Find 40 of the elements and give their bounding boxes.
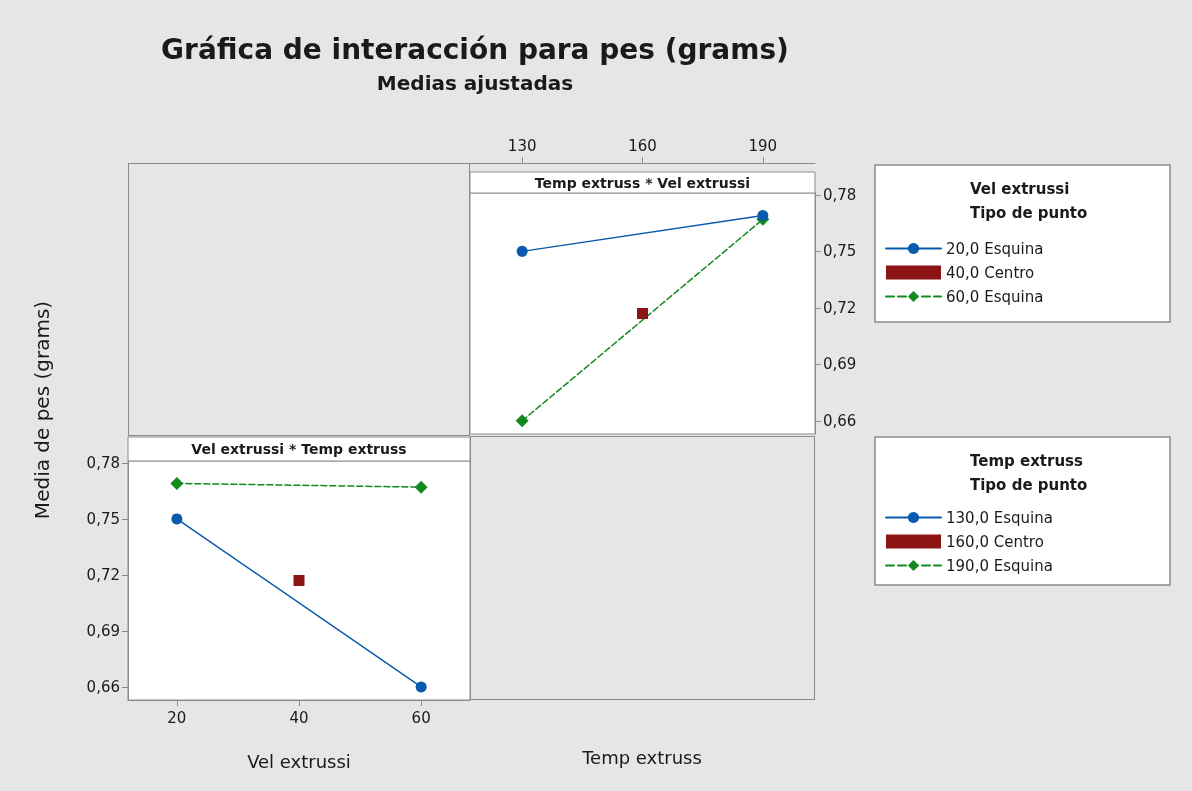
point [757,210,769,222]
point [293,575,305,586]
legend-label: 130,0 Esquina [946,508,1053,527]
legend-label: 190,0 Esquina [946,556,1053,575]
point [515,414,529,428]
y-tick-label: 0,72 [86,565,120,584]
x-tick-label: 190 [748,136,778,155]
y-tick-label: 0,75 [823,242,857,261]
point [171,513,183,525]
legend-label: 160,0 Centro [946,532,1044,551]
x-axis-title: Temp extruss [581,746,702,768]
chart-title: Vel extrussi * Temp extruss [191,441,407,457]
chart-title: Gráfica de interacción para pes (grams) [161,32,789,66]
x-axis-title: Vel extrussi [247,750,351,772]
legend-label: 60,0 Esquina [946,287,1044,306]
chart-subtitle: Medias ajustadas [376,71,574,95]
y-tick-label: 0,66 [823,411,857,430]
point [516,245,528,257]
y-tick-label: 0,72 [823,298,857,317]
point [170,476,184,490]
x-tick-label: 130 [507,136,537,155]
x-tick-label: 40 [289,708,309,727]
y-tick-label: 0,66 [86,677,120,696]
x-tick-label: 160 [628,136,657,155]
legend-title: Temp extruss Tipo de punto [970,452,1089,494]
legend-label: 40,0 Centro [946,263,1035,282]
x-tick-label: 20 [167,708,187,727]
y-tick-label: 0,78 [86,453,120,472]
y-tick-label: 0,75 [86,509,120,528]
point [637,308,648,319]
x-tick-label: 60 [411,708,431,727]
legend-label: 20,0 Esquina [946,239,1044,258]
y-tick-label: 0,69 [86,621,120,640]
y-tick-label: 0,78 [823,185,857,204]
legend-title: Vel extrussi Tipo de punto [970,180,1088,222]
y-axis-title: Media de pes (grams) [30,300,54,520]
y-tick-label: 0,69 [823,355,857,374]
text: Temp extruss * Vel extrussi [534,174,751,191]
point [415,681,427,693]
point [414,480,428,494]
